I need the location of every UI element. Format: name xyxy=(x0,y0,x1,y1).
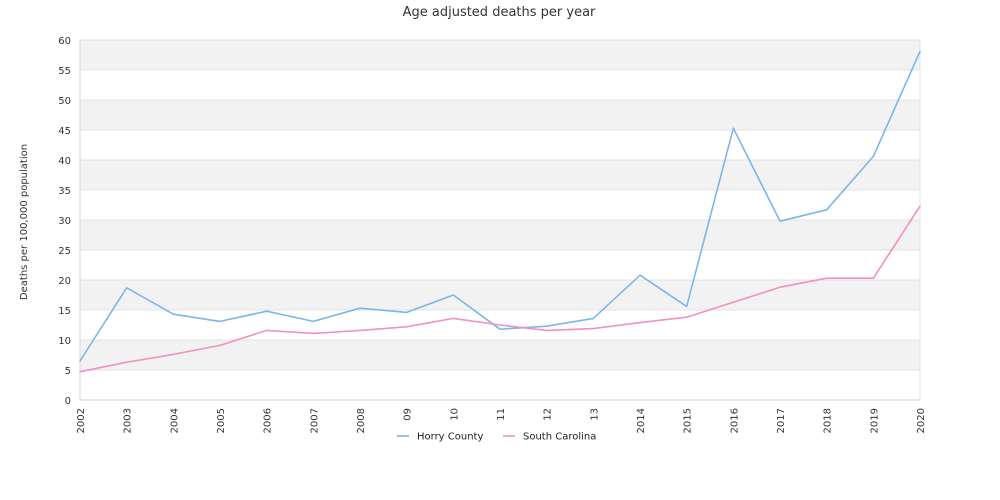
series-line-0[interactable] xyxy=(79,50,921,362)
data-point[interactable] xyxy=(217,318,223,324)
x-tick-label: 2006 xyxy=(263,408,274,433)
x-tick-label: 2007 xyxy=(309,408,320,433)
grid-band xyxy=(80,100,920,130)
grid-band xyxy=(80,40,920,70)
series-line-1[interactable] xyxy=(79,205,921,373)
x-tick-label: 2005 xyxy=(216,408,227,433)
legend-label: Horry County xyxy=(417,432,483,443)
x-tick-label: 2015 xyxy=(683,408,694,433)
data-point[interactable] xyxy=(824,207,830,213)
legend-label: South Carolina xyxy=(523,432,596,443)
grid-band xyxy=(80,220,920,250)
y-tick-label: 20 xyxy=(58,276,71,287)
data-point[interactable] xyxy=(684,303,690,309)
data-point[interactable] xyxy=(730,125,736,131)
y-tick-label: 60 xyxy=(58,36,71,47)
data-point[interactable] xyxy=(217,342,223,348)
y-tick-label: 40 xyxy=(58,156,71,167)
y-tick-label: 30 xyxy=(58,216,71,227)
y-tick-label: 50 xyxy=(58,96,71,107)
y-tick-label: 45 xyxy=(58,126,71,137)
data-point[interactable] xyxy=(590,326,596,332)
data-point[interactable] xyxy=(637,272,643,278)
data-point[interactable] xyxy=(870,153,876,159)
y-tick-label: 10 xyxy=(58,336,71,347)
data-point[interactable] xyxy=(450,315,456,321)
y-axis-label: Deaths per 100,000 population xyxy=(19,144,30,300)
grid-band xyxy=(80,340,920,370)
y-tick-label: 25 xyxy=(58,246,71,257)
data-point[interactable] xyxy=(917,48,923,54)
data-point[interactable] xyxy=(637,320,643,326)
x-tick-label: 2019 xyxy=(869,408,880,433)
grid-bands xyxy=(80,40,920,370)
data-point[interactable] xyxy=(824,275,830,281)
data-point[interactable] xyxy=(77,369,83,375)
data-point[interactable] xyxy=(77,358,83,364)
data-point[interactable] xyxy=(404,324,410,330)
data-point[interactable] xyxy=(870,275,876,281)
data-point[interactable] xyxy=(310,330,316,336)
data-point[interactable] xyxy=(357,327,363,333)
data-point[interactable] xyxy=(310,318,316,324)
axes xyxy=(79,40,921,401)
data-point[interactable] xyxy=(684,314,690,320)
data-point[interactable] xyxy=(124,285,130,291)
data-point[interactable] xyxy=(497,322,503,328)
data-point[interactable] xyxy=(404,309,410,315)
grid-band xyxy=(80,280,920,310)
x-tick-label: 2004 xyxy=(169,408,180,433)
x-tick-label: 13 xyxy=(589,408,600,421)
legend-item[interactable]: Horry County xyxy=(397,432,483,443)
data-point[interactable] xyxy=(917,203,923,209)
y-tick-label: 55 xyxy=(58,66,71,77)
x-tick-label: 09 xyxy=(403,408,414,421)
grid-band xyxy=(80,160,920,190)
x-tick-label: 10 xyxy=(449,408,460,421)
y-tick-label: 0 xyxy=(65,396,71,407)
data-point[interactable] xyxy=(777,284,783,290)
x-tick-label: 2020 xyxy=(916,408,927,433)
data-point[interactable] xyxy=(730,299,736,305)
legend-item[interactable]: South Carolina xyxy=(503,432,596,443)
data-point[interactable] xyxy=(170,311,176,317)
x-tick-label: 2016 xyxy=(729,408,740,433)
x-tick-labels: 2002 2003 2004 2005 2006 2007 2008 09 10 11 12 13 20… xyxy=(76,408,927,433)
data-point[interactable] xyxy=(777,218,783,224)
chart-title: Age adjusted deaths per year xyxy=(403,5,596,20)
x-tick-label: 2014 xyxy=(636,408,647,433)
y-tick-label: 15 xyxy=(58,306,71,317)
x-tick-label: 11 xyxy=(496,408,507,421)
data-point[interactable] xyxy=(450,292,456,298)
y-tick-label: 5 xyxy=(65,366,71,377)
x-tick-label: 2017 xyxy=(776,408,787,433)
data-point[interactable] xyxy=(264,308,270,314)
series-lines xyxy=(77,48,923,375)
x-tick-label: 2008 xyxy=(356,408,367,433)
data-point[interactable] xyxy=(544,327,550,333)
data-point[interactable] xyxy=(357,305,363,311)
x-tick-label: 12 xyxy=(543,408,554,421)
y-tick-label: 35 xyxy=(58,186,71,197)
legend[interactable]: Horry County South Carolina xyxy=(397,432,596,443)
data-point[interactable] xyxy=(170,351,176,357)
data-point[interactable] xyxy=(264,327,270,333)
data-point[interactable] xyxy=(590,315,596,321)
data-point[interactable] xyxy=(124,359,130,365)
grid-lines xyxy=(80,39,920,401)
x-tick-label: 2003 xyxy=(123,408,134,433)
y-tick-labels: 0 5 10 15 20 25 30 35 40 45 50 55 60 xyxy=(58,36,71,407)
x-tick-label: 2018 xyxy=(823,408,834,433)
x-tick-label: 2002 xyxy=(76,408,87,433)
